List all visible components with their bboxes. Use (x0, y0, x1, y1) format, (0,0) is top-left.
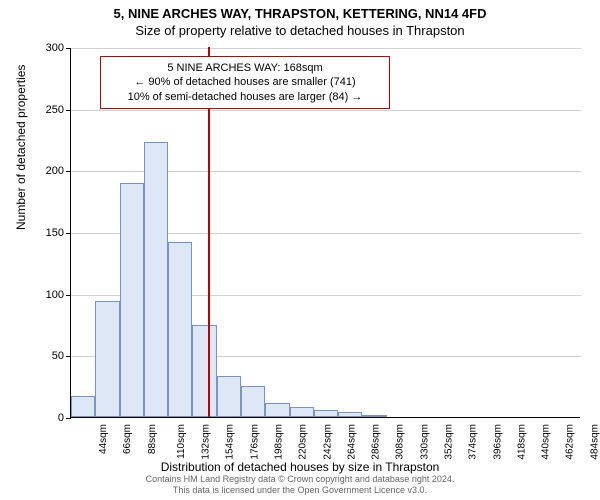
page-title-address: 5, NINE ARCHES WAY, THRAPSTON, KETTERING… (0, 6, 600, 21)
xtick-label: 44sqm (98, 424, 109, 454)
histogram-bar (120, 183, 144, 417)
ytick-label: 150 (24, 227, 64, 239)
histogram-bar (217, 376, 241, 417)
xtick-label: 484sqm (589, 424, 600, 460)
histogram-bar (290, 407, 314, 417)
ytick-label: 100 (24, 289, 64, 301)
xtick-label: 176sqm (249, 424, 260, 460)
annotation-line2: ← 90% of detached houses are smaller (74… (109, 75, 381, 89)
xtick-label: 352sqm (444, 424, 455, 460)
annotation-line3: 10% of semi-detached houses are larger (… (109, 90, 381, 104)
page-subtitle: Size of property relative to detached ho… (0, 23, 600, 38)
ytick-mark (66, 110, 71, 111)
histogram-bar (241, 386, 265, 417)
ytick-label: 50 (24, 350, 64, 362)
xtick-label: 440sqm (541, 424, 552, 460)
xtick-label: 396sqm (492, 424, 503, 460)
ytick-mark (66, 418, 71, 419)
histogram-bar (338, 412, 362, 417)
histogram-bar (168, 242, 192, 417)
xtick-label: 198sqm (274, 424, 285, 460)
footer-line1: Contains HM Land Registry data © Crown c… (0, 474, 600, 485)
xtick-label: 286sqm (371, 424, 382, 460)
xtick-label: 264sqm (346, 424, 357, 460)
xtick-label: 66sqm (122, 424, 133, 454)
x-axis-label: Distribution of detached houses by size … (0, 460, 600, 474)
ytick-label: 300 (24, 42, 64, 54)
histogram-bar (192, 325, 216, 418)
ytick-mark (66, 295, 71, 296)
ytick-label: 0 (24, 412, 64, 424)
histogram-bar (71, 396, 95, 417)
gridline (71, 48, 581, 49)
annotation-box: 5 NINE ARCHES WAY: 168sqm ← 90% of detac… (100, 56, 390, 109)
histogram-chart: 05010015020025030044sqm66sqm88sqm110sqm1… (70, 48, 580, 418)
histogram-bar (362, 415, 386, 417)
y-axis-label: Number of detached properties (14, 65, 28, 230)
histogram-bar (265, 403, 289, 417)
xtick-label: 242sqm (322, 424, 333, 460)
ytick-mark (66, 48, 71, 49)
xtick-label: 132sqm (201, 424, 212, 460)
xtick-label: 330sqm (419, 424, 430, 460)
histogram-bar (95, 301, 119, 417)
gridline (71, 110, 581, 111)
xtick-label: 88sqm (147, 424, 158, 454)
ytick-mark (66, 356, 71, 357)
xtick-label: 154sqm (225, 424, 236, 460)
histogram-bar (144, 142, 168, 417)
ytick-label: 250 (24, 104, 64, 116)
xtick-label: 308sqm (395, 424, 406, 460)
footer-line2: This data is licensed under the Open Gov… (0, 485, 600, 496)
ytick-mark (66, 171, 71, 172)
ytick-mark (66, 233, 71, 234)
xtick-label: 462sqm (565, 424, 576, 460)
xtick-label: 110sqm (176, 424, 187, 459)
xtick-label: 418sqm (516, 424, 527, 460)
xtick-label: 220sqm (298, 424, 309, 460)
histogram-bar (314, 410, 338, 417)
xtick-label: 374sqm (468, 424, 479, 460)
ytick-label: 200 (24, 165, 64, 177)
annotation-line1: 5 NINE ARCHES WAY: 168sqm (109, 61, 381, 75)
footer-attribution: Contains HM Land Registry data © Crown c… (0, 474, 600, 496)
